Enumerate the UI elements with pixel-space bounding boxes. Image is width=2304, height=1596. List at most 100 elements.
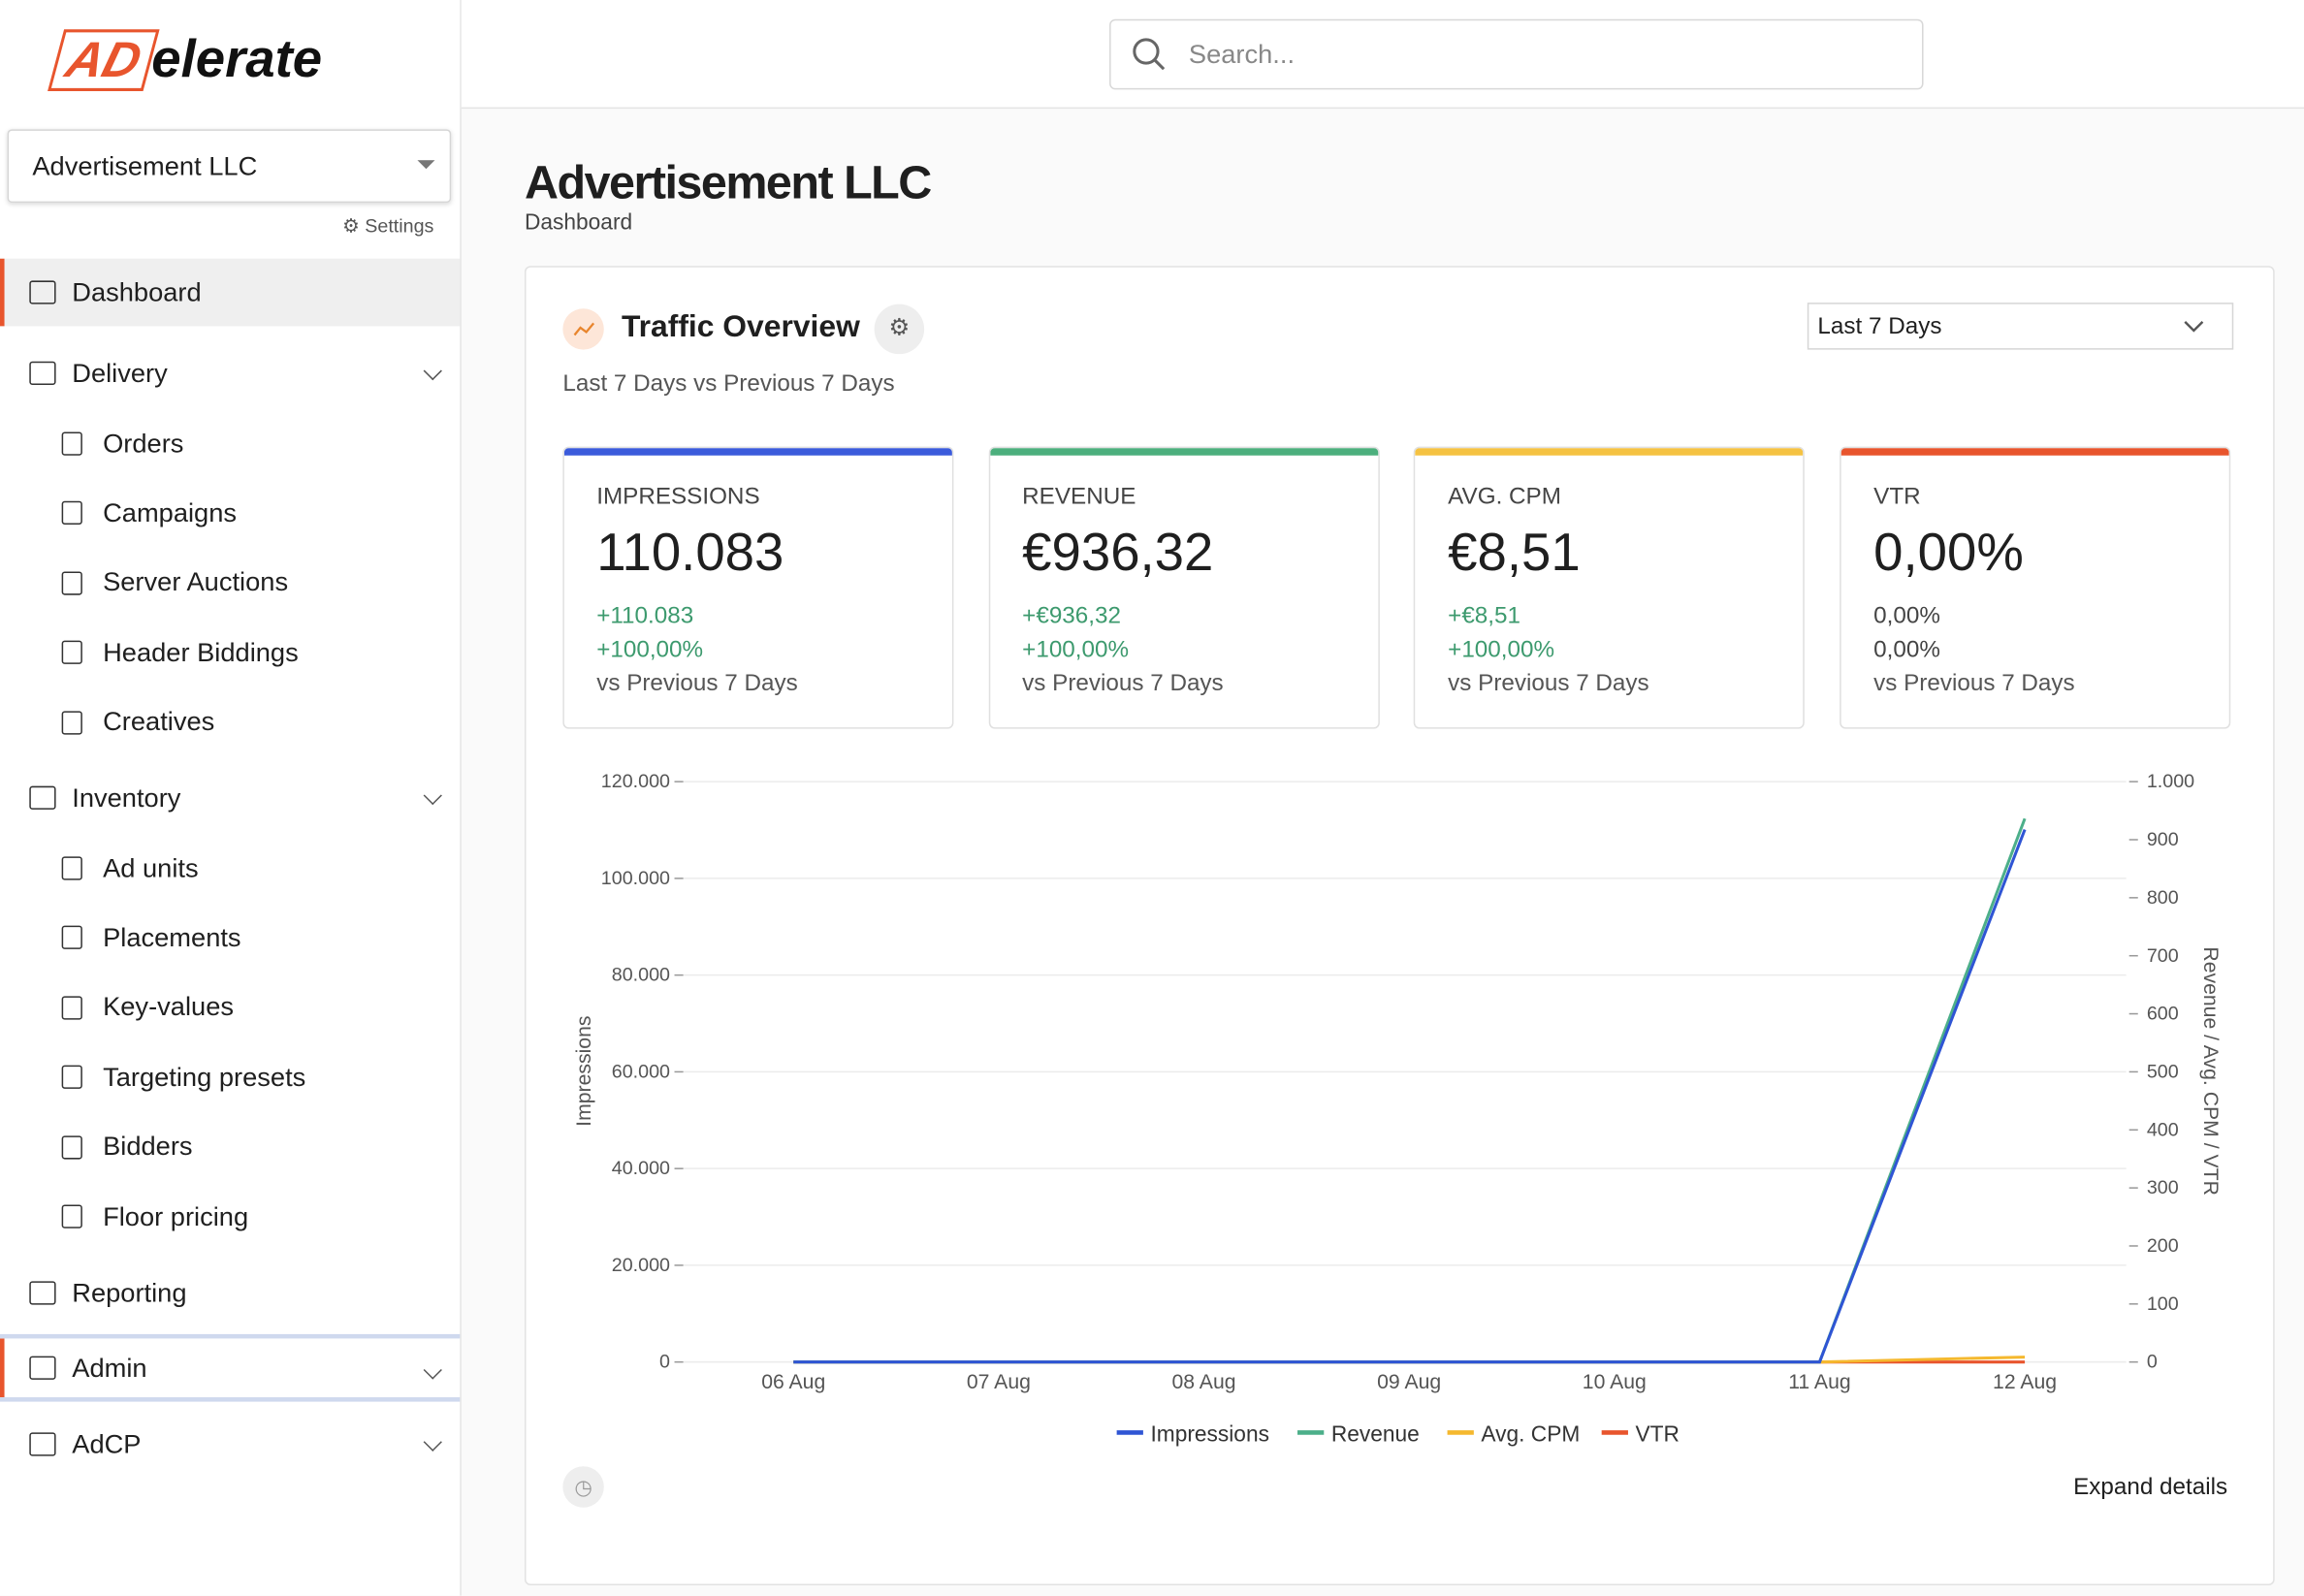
nav-icon [29, 1281, 56, 1305]
kpi-label: AVG. CPM [1448, 485, 1561, 510]
kpi-accent [563, 448, 952, 456]
kpi-label: VTR [1873, 485, 1921, 510]
chevron [2184, 320, 2204, 333]
breadcrumb[interactable]: Dashboard [524, 209, 633, 236]
nav-icon [29, 1432, 56, 1456]
kpi-delta: 0,00% [1873, 603, 1940, 629]
nav-label: Header Biddings [103, 637, 299, 667]
range-select[interactable]: Last 7 Days [1807, 303, 2234, 350]
search-box[interactable]: Search... [1109, 18, 1924, 90]
chevron [423, 785, 442, 806]
kpi-note: vs Previous 7 Days [1873, 671, 2075, 697]
nav-icon [61, 856, 82, 880]
nav-label: Inventory [72, 782, 181, 813]
caret [417, 160, 435, 170]
kpi-value: €936,32 [1022, 521, 1214, 583]
nav-subitem[interactable]: Ad units [0, 839, 460, 898]
panel-icon [562, 308, 604, 350]
expand-details[interactable]: Expand details [2073, 1475, 2228, 1501]
settings-link[interactable]: ⚙ Settings [342, 214, 434, 237]
nav-subitem[interactable]: Bidders [0, 1118, 460, 1177]
nav-icon [29, 280, 56, 304]
chevron [423, 1360, 442, 1380]
logo-text: elerate [151, 27, 323, 88]
kpi-accent [1840, 448, 2229, 456]
kpi-value: 110.083 [596, 521, 784, 583]
nav-label: Placements [103, 922, 241, 952]
org-select[interactable]: Advertisement LLC [7, 129, 452, 204]
nav-label: Targeting presets [103, 1062, 306, 1092]
nav-subitem[interactable]: Creatives [0, 693, 460, 752]
page-title: Advertisement LLC [524, 155, 932, 209]
chevron [423, 1432, 442, 1452]
nav-subitem[interactable]: Header Biddings [0, 623, 460, 683]
kpi-delta: +€8,51 [1448, 603, 1521, 629]
nav-label: Creatives [103, 707, 215, 737]
kpi-delta: +110.083 [596, 603, 694, 629]
topbar: Search... [461, 0, 2304, 110]
panel-settings[interactable]: ⚙ [874, 303, 925, 355]
logo-mark: AD [48, 29, 160, 91]
history-button[interactable]: ◷ [562, 1466, 604, 1508]
kpi-card: IMPRESSIONS 110.083 +110.083 +100,00% vs Pre… [562, 446, 954, 729]
nav-item[interactable]: AdCP [0, 1411, 460, 1479]
nav-label: Reporting [72, 1277, 187, 1307]
search-icon [1133, 38, 1166, 71]
kpi-note: vs Previous 7 Days [1448, 671, 1649, 697]
nav-item[interactable]: Inventory [0, 764, 460, 832]
nav-subitem[interactable]: Placements [0, 909, 460, 968]
kpi-pct: +100,00% [1448, 637, 1555, 663]
nav-icon [61, 1204, 82, 1229]
nav-icon [61, 1134, 82, 1159]
sidebar: AD elerate Advertisement LLC ⚙ Settings D… [0, 0, 462, 1596]
kpi-pct: +100,00% [596, 637, 704, 663]
nav-label: Bidders [103, 1131, 193, 1162]
nav-label: AdCP [72, 1428, 142, 1458]
nav-icon [29, 785, 56, 810]
nav-subitem[interactable]: Server Auctions [0, 554, 460, 613]
nav-item[interactable]: Delivery [0, 339, 460, 407]
kpi-pct: +100,00% [1022, 637, 1130, 663]
nav-label: Ad units [103, 852, 199, 882]
search-placeholder: Search... [1188, 39, 1296, 70]
nav-item[interactable]: Admin [0, 1333, 461, 1402]
nav-item[interactable]: Dashboard [0, 258, 461, 327]
nav-label: Key-values [103, 992, 235, 1022]
kpi-card: REVENUE €936,32 +€936,32 +100,00% vs Previou… [988, 446, 1380, 729]
nav-label: Admin [72, 1352, 147, 1383]
nav-subitem[interactable]: Key-values [0, 978, 460, 1037]
nav-label: Delivery [72, 357, 168, 388]
nav-label: Campaigns [103, 497, 238, 527]
nav-label: Dashboard [72, 276, 202, 306]
nav-icon [29, 1356, 56, 1380]
nav-icon [61, 996, 82, 1020]
nav-subitem[interactable]: Campaigns [0, 484, 460, 543]
kpi-note: vs Previous 7 Days [1022, 671, 1224, 697]
kpi-value: 0,00% [1873, 521, 2024, 583]
kpi-card: VTR 0,00% 0,00% 0,00% vs Previous 7 Days [1840, 446, 2231, 729]
chevron [423, 361, 442, 381]
nav-icon [29, 361, 56, 386]
kpi-accent [1415, 448, 1804, 456]
logo[interactable]: AD elerate [48, 27, 323, 94]
nav-subitem[interactable]: Targeting presets [0, 1048, 460, 1107]
panel-subtitle: Last 7 Days vs Previous 7 Days [562, 371, 895, 398]
nav-icon [61, 431, 82, 456]
nav-icon [61, 501, 82, 526]
kpi-note: vs Previous 7 Days [596, 671, 798, 697]
nav-icon [61, 640, 82, 665]
nav-label: Server Auctions [103, 567, 289, 597]
kpi-label: REVENUE [1022, 485, 1136, 510]
range-label: Last 7 Days [1817, 314, 1942, 340]
kpi-card: AVG. CPM €8,51 +€8,51 +100,00% vs Previous 7… [1414, 446, 1806, 729]
nav-icon [61, 1065, 82, 1090]
nav-subitem[interactable]: Orders [0, 414, 460, 473]
panel-title: Traffic Overview [621, 309, 860, 344]
kpi-delta: +€936,32 [1022, 603, 1121, 629]
kpi-value: €8,51 [1448, 521, 1581, 583]
nav-item[interactable]: Reporting [0, 1260, 460, 1327]
nav-label: Orders [103, 428, 184, 459]
nav-subitem[interactable]: Floor pricing [0, 1187, 460, 1246]
